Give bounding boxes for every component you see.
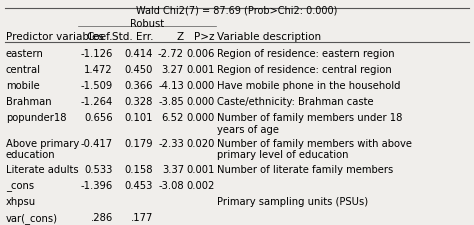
Text: 6.52: 6.52 [162, 113, 184, 124]
Text: Above primary
education: Above primary education [6, 139, 79, 160]
Text: 1.472: 1.472 [84, 65, 113, 75]
Text: Std. Err.: Std. Err. [111, 32, 153, 42]
Text: -3.08: -3.08 [158, 181, 184, 191]
Text: -4.13: -4.13 [158, 81, 184, 91]
Text: 0.453: 0.453 [125, 181, 153, 191]
Text: 0.414: 0.414 [125, 49, 153, 59]
Text: var(_cons): var(_cons) [6, 213, 58, 224]
Text: Literate adults: Literate adults [6, 165, 78, 175]
Text: .177: .177 [131, 213, 153, 223]
Text: Have mobile phone in the household: Have mobile phone in the household [217, 81, 400, 91]
Text: Region of residence: central region: Region of residence: central region [217, 65, 392, 75]
Text: 0.533: 0.533 [84, 165, 113, 175]
Text: Number of family members with above
primary level of education: Number of family members with above prim… [217, 139, 411, 160]
Text: Coef.: Coef. [86, 32, 113, 42]
Text: Wald Chi2(7) = 87.69 (Prob>Chi2: 0.000): Wald Chi2(7) = 87.69 (Prob>Chi2: 0.000) [137, 5, 337, 16]
Text: -1.396: -1.396 [81, 181, 113, 191]
Text: Variable description: Variable description [217, 32, 321, 42]
Text: -1.509: -1.509 [81, 81, 113, 91]
Text: -2.33: -2.33 [158, 139, 184, 149]
Text: Caste/ethnicity: Brahman caste: Caste/ethnicity: Brahman caste [217, 97, 373, 108]
Text: 0.328: 0.328 [125, 97, 153, 108]
Text: Primary sampling units (PSUs): Primary sampling units (PSUs) [217, 197, 368, 207]
Text: Brahman: Brahman [6, 97, 51, 108]
Text: .286: .286 [91, 213, 113, 223]
Text: Region of residence: eastern region: Region of residence: eastern region [217, 49, 394, 59]
Text: 3.27: 3.27 [162, 65, 184, 75]
Text: 3.37: 3.37 [162, 165, 184, 175]
Text: 0.001: 0.001 [186, 165, 215, 175]
Text: 0.001: 0.001 [186, 65, 215, 75]
Text: central: central [6, 65, 41, 75]
Text: 0.000: 0.000 [186, 81, 215, 91]
Text: eastern: eastern [6, 49, 44, 59]
Text: 0.006: 0.006 [186, 49, 215, 59]
Text: -1.264: -1.264 [81, 97, 113, 108]
Text: 0.158: 0.158 [125, 165, 153, 175]
Text: popunder18: popunder18 [6, 113, 66, 124]
Text: _cons: _cons [6, 181, 34, 191]
Text: 0.020: 0.020 [186, 139, 215, 149]
Text: Robust: Robust [130, 19, 164, 29]
Text: P>z: P>z [194, 32, 215, 42]
Text: 0.000: 0.000 [186, 97, 215, 108]
Text: mobile: mobile [6, 81, 39, 91]
Text: 0.002: 0.002 [186, 181, 215, 191]
Text: 0.366: 0.366 [125, 81, 153, 91]
Text: -2.72: -2.72 [158, 49, 184, 59]
Text: 0.000: 0.000 [186, 113, 215, 124]
Text: -3.85: -3.85 [158, 97, 184, 108]
Text: Number of family members under 18
years of age: Number of family members under 18 years … [217, 113, 402, 135]
Text: 0.450: 0.450 [125, 65, 153, 75]
Text: -1.126: -1.126 [81, 49, 113, 59]
Text: 0.101: 0.101 [125, 113, 153, 124]
Text: 0.656: 0.656 [84, 113, 113, 124]
Text: 0.179: 0.179 [125, 139, 153, 149]
Text: xhpsu: xhpsu [6, 197, 36, 207]
Text: -0.417: -0.417 [81, 139, 113, 149]
Text: Predictor variables: Predictor variables [6, 32, 103, 42]
Text: Number of literate family members: Number of literate family members [217, 165, 393, 175]
Text: Z: Z [177, 32, 184, 42]
